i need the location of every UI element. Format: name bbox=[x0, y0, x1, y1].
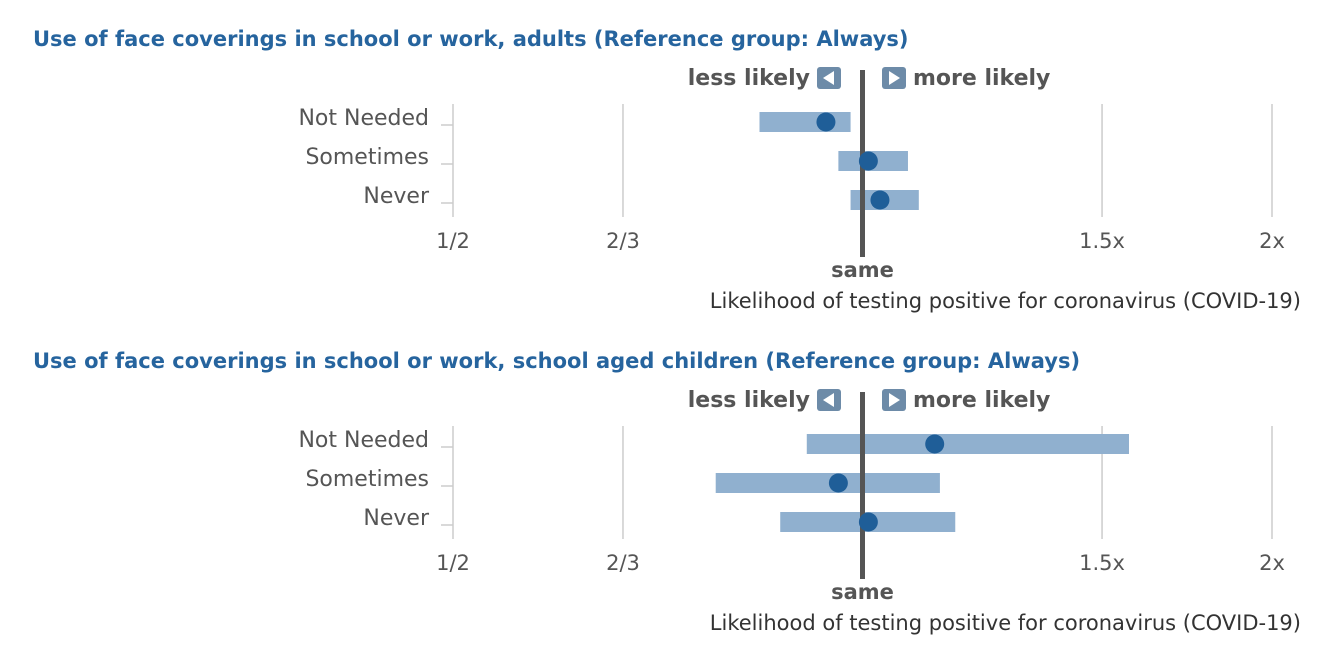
x-tick-label: 2/3 bbox=[606, 551, 640, 575]
point-estimate bbox=[828, 473, 848, 493]
ci-bar bbox=[759, 112, 851, 132]
x-axis-label: Likelihood of testing positive for coron… bbox=[710, 611, 1301, 635]
right-arrow-icon bbox=[882, 389, 906, 411]
more-likely-label: more likely bbox=[913, 66, 1050, 91]
point-estimate bbox=[925, 434, 945, 454]
x-tick-label: 1.5x bbox=[1079, 551, 1125, 575]
x-tick-label: 1/2 bbox=[436, 229, 470, 253]
chart-title: Use of face coverings in school or work,… bbox=[33, 27, 909, 51]
ci-bar bbox=[715, 473, 940, 493]
point-estimate bbox=[870, 190, 890, 210]
x-tick-label: 1.5x bbox=[1079, 229, 1125, 253]
x-tick-label: 2/3 bbox=[606, 229, 640, 253]
category-label: Not Needed bbox=[298, 428, 429, 453]
x-tick-label: 2x bbox=[1259, 551, 1285, 575]
chart-panel-adults: Use of face coverings in school or work,… bbox=[0, 0, 1334, 322]
point-estimate bbox=[858, 151, 878, 171]
less-likely-label: less likely bbox=[688, 66, 810, 91]
left-arrow-icon bbox=[817, 67, 841, 89]
category-label: Never bbox=[363, 184, 430, 209]
ci-bar bbox=[806, 434, 1129, 454]
less-likely-label: less likely bbox=[688, 388, 810, 413]
category-label: Not Needed bbox=[298, 106, 429, 131]
right-arrow-icon bbox=[882, 67, 906, 89]
same-label: same bbox=[831, 580, 894, 604]
left-arrow-icon bbox=[817, 389, 841, 411]
x-tick-label: 2x bbox=[1259, 229, 1285, 253]
point-estimate bbox=[858, 512, 878, 532]
category-label: Sometimes bbox=[305, 145, 429, 170]
forest-plot-adults: Use of face coverings in school or work,… bbox=[33, 27, 1301, 313]
more-likely-label: more likely bbox=[913, 388, 1050, 413]
point-estimate bbox=[816, 112, 836, 132]
category-label: Sometimes bbox=[305, 467, 429, 492]
chart-panel-children: Use of face coverings in school or work,… bbox=[0, 322, 1334, 644]
category-label: Never bbox=[363, 506, 430, 531]
same-label: same bbox=[831, 258, 894, 282]
x-tick-label: 1/2 bbox=[436, 551, 470, 575]
forest-plot-children: Use of face coverings in school or work,… bbox=[33, 349, 1301, 635]
chart-title: Use of face coverings in school or work,… bbox=[33, 349, 1080, 373]
x-axis-label: Likelihood of testing positive for coron… bbox=[710, 289, 1301, 313]
